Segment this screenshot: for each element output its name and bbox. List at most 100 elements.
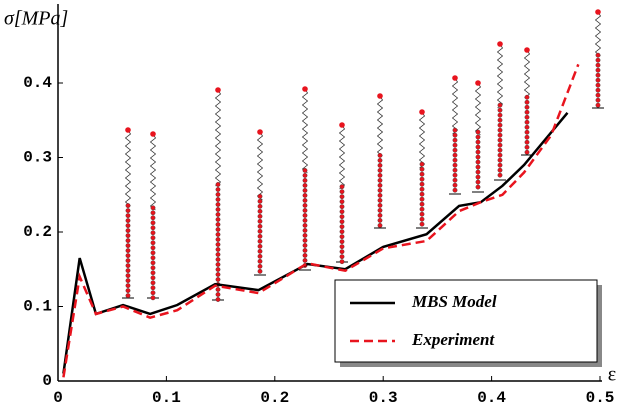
spring-bead xyxy=(302,233,308,238)
spring-bead xyxy=(475,174,481,180)
spring-bead xyxy=(302,223,308,228)
spring-bead xyxy=(215,257,221,262)
spring-bead xyxy=(257,253,263,259)
spring-bead xyxy=(302,183,308,188)
spring-top xyxy=(125,127,131,133)
spring-bead xyxy=(377,207,383,213)
spring-bead xyxy=(595,92,601,98)
spring-bead xyxy=(125,218,131,224)
spring-bead xyxy=(257,238,263,244)
spring-coil xyxy=(256,131,264,201)
spring-bead xyxy=(302,203,308,208)
spring-bead xyxy=(302,238,308,243)
spring-bead xyxy=(524,134,530,140)
spring-bead xyxy=(497,167,503,173)
spring-bead xyxy=(339,194,345,200)
spring-top xyxy=(475,80,481,86)
spring-bead xyxy=(125,243,131,249)
spring-bead xyxy=(257,228,263,234)
spring-bead xyxy=(524,99,530,105)
spring-bead xyxy=(302,253,308,258)
spring-bead xyxy=(215,277,221,282)
spring-bead xyxy=(150,205,156,211)
spring-bead xyxy=(150,275,156,281)
spring-bead xyxy=(125,208,131,214)
spring-bead xyxy=(452,132,458,138)
spring-bead xyxy=(377,152,383,158)
spring-bead xyxy=(215,182,221,187)
spring-bead xyxy=(419,196,425,202)
spring-bead xyxy=(339,214,345,220)
spring-bead xyxy=(497,117,503,123)
spring-bead xyxy=(377,212,383,218)
spring-bead xyxy=(257,248,263,254)
spring-bead xyxy=(524,114,530,120)
spring-bead xyxy=(125,278,131,283)
spring-bead xyxy=(452,157,458,163)
spring-bead xyxy=(377,172,383,178)
spring-bead xyxy=(419,166,425,172)
spring-coil xyxy=(418,111,426,169)
spring-bead xyxy=(595,82,601,88)
spring-coil xyxy=(214,89,222,187)
spring-bead xyxy=(419,161,425,167)
x-tick-label: 0.3 xyxy=(369,389,398,407)
spring-bead xyxy=(419,206,425,212)
spring-bead xyxy=(302,218,308,223)
spring-top xyxy=(419,109,425,115)
spring-bead xyxy=(125,258,131,263)
spring-bead xyxy=(419,181,425,187)
spring-bead xyxy=(215,237,221,242)
spring-glyphs xyxy=(122,9,604,302)
spring-bead xyxy=(257,258,263,264)
spring-bead xyxy=(150,235,156,241)
x-tick-label: 0 xyxy=(53,389,63,407)
spring-top xyxy=(377,93,383,99)
spring-bead xyxy=(497,137,503,143)
spring-bead xyxy=(302,193,308,198)
spring-bead xyxy=(452,162,458,168)
spring-bead xyxy=(215,212,221,217)
spring-bead xyxy=(497,147,503,153)
spring-bead xyxy=(452,147,458,153)
legend-label: MBS Model xyxy=(411,292,497,311)
spring-bead xyxy=(125,233,131,239)
spring-bead xyxy=(150,270,156,276)
spring-bead xyxy=(524,144,530,150)
spring-bead xyxy=(377,182,383,188)
spring-coil xyxy=(301,88,309,174)
spring-bead xyxy=(377,217,383,223)
spring-bead xyxy=(215,187,221,192)
spring-bead xyxy=(302,178,308,183)
spring-bead xyxy=(257,208,263,214)
spring-bead xyxy=(497,132,503,138)
spring-bead xyxy=(524,129,530,135)
spring-bead xyxy=(257,263,263,269)
spring-bead xyxy=(497,172,503,178)
spring-bead xyxy=(475,179,481,185)
spring-bead xyxy=(452,172,458,178)
spring-bead xyxy=(452,187,458,193)
spring-top xyxy=(302,86,308,92)
spring-bead xyxy=(125,213,131,219)
spring-bead xyxy=(452,177,458,183)
spring-coil xyxy=(451,77,459,135)
x-tick-label: 0.5 xyxy=(586,389,615,407)
spring-bead xyxy=(125,273,131,278)
spring-bead xyxy=(595,57,601,63)
spring-bead xyxy=(595,67,601,73)
spring-bead xyxy=(339,219,345,225)
spring-bead xyxy=(302,168,308,173)
spring-bead xyxy=(302,243,308,248)
spring-bead xyxy=(339,249,345,255)
spring-bead xyxy=(150,260,156,266)
spring-top xyxy=(339,122,345,128)
spring-bead xyxy=(302,228,308,233)
spring-bead xyxy=(377,197,383,203)
spring-bead xyxy=(419,191,425,197)
x-axis-label: ε xyxy=(608,364,616,386)
spring-coil xyxy=(124,129,132,207)
spring-bead xyxy=(302,248,308,253)
spring-bead xyxy=(125,263,131,268)
spring-coil xyxy=(376,95,384,157)
